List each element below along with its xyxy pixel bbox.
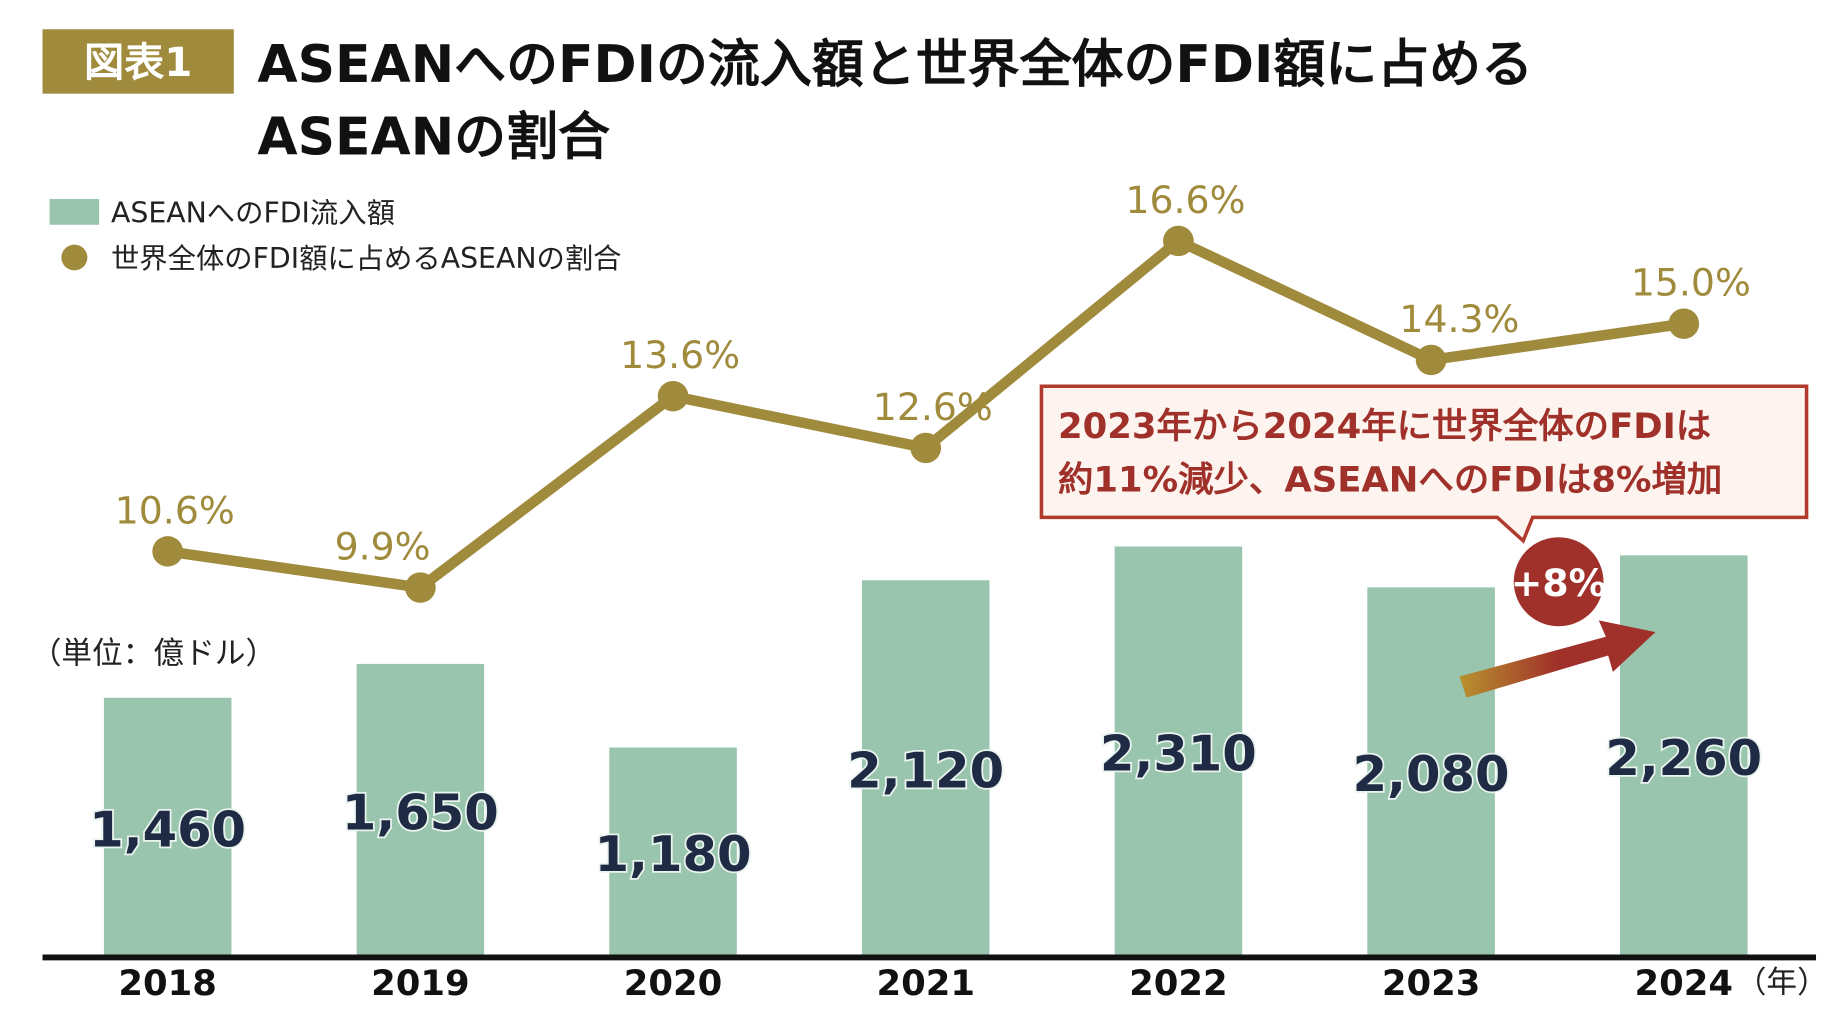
unit-label: （単位：億ドル）	[31, 637, 276, 672]
x-tick-label: 2023	[1382, 963, 1481, 1004]
callout-line1: 2023年から2024年に世界全体のFDIは	[1058, 406, 1711, 447]
share-point-2020	[657, 380, 689, 412]
share-value-label: 9.9%	[335, 525, 431, 569]
x-tick-label: 2022	[1129, 963, 1228, 1004]
share-value-label: 14.3%	[1399, 297, 1519, 341]
bar-value-label: 2,120	[847, 742, 1004, 800]
x-tick-label: 2018	[118, 963, 217, 1004]
bar-value-label: 2,310	[1100, 725, 1257, 783]
legend-bar-swatch	[49, 198, 100, 225]
callout: 2023年から2024年に世界全体のFDIは 約11%減少、ASEANへのFDI…	[1039, 384, 1809, 544]
bar-2024	[1620, 555, 1748, 958]
x-tick-label: 2024	[1635, 963, 1734, 1004]
share-point-2023	[1415, 344, 1447, 376]
share-point-2018	[152, 536, 184, 567]
bar-2023	[1367, 587, 1495, 958]
increase-badge	[1513, 537, 1604, 627]
bar-value-label: 2,080	[1353, 745, 1510, 803]
increase-arrow	[1459, 620, 1656, 698]
share-value-label: 16.6%	[1125, 178, 1245, 222]
x-tick-label: 2021	[876, 963, 975, 1004]
share-value-label: 12.6%	[873, 385, 993, 429]
legend-bar-label: ASEANへのFDI流入額	[111, 197, 395, 230]
x-tick-label: 2019	[371, 963, 470, 1004]
callout-line2: 約11%減少、ASEANへのFDIは8%増加	[1058, 460, 1722, 501]
share-point-2019	[405, 572, 436, 603]
bar-2022	[1114, 546, 1243, 958]
bar-2020	[609, 747, 737, 958]
bar-value-label: 1,180	[595, 825, 752, 883]
bar-value-label: 1,460	[89, 801, 246, 859]
share-point-2021	[910, 432, 942, 464]
x-tick-label: 2020	[624, 963, 723, 1004]
chart-title-line2: ASEANの割合	[257, 108, 610, 168]
chart-title-line1: ASEANへのFDIの流入額と世界全体のFDI額に占める	[257, 35, 1533, 95]
share-value-label: 10.6%	[115, 488, 235, 532]
share-value-label: 13.6%	[620, 333, 740, 377]
bar-2018	[103, 697, 232, 958]
legend-line-marker	[61, 244, 88, 271]
x-unit-label: （年）	[1736, 966, 1828, 1001]
bar-value-label: 1,650	[342, 784, 499, 842]
bar-2021	[861, 580, 990, 958]
bar-value-label: 2,260	[1605, 729, 1762, 787]
increase-badge-label: +8%	[1511, 561, 1607, 605]
figure-badge-label: 図表1	[84, 40, 192, 86]
figure-badge	[42, 29, 234, 94]
callout-box	[1039, 384, 1809, 544]
share-value-label: 15.0%	[1631, 261, 1751, 305]
bar-2019	[356, 663, 485, 958]
legend-line-label: 世界全体のFDI額に占めるASEANの割合	[111, 242, 622, 275]
share-point-2022	[1163, 225, 1194, 257]
share-point-2024	[1668, 308, 1700, 339]
